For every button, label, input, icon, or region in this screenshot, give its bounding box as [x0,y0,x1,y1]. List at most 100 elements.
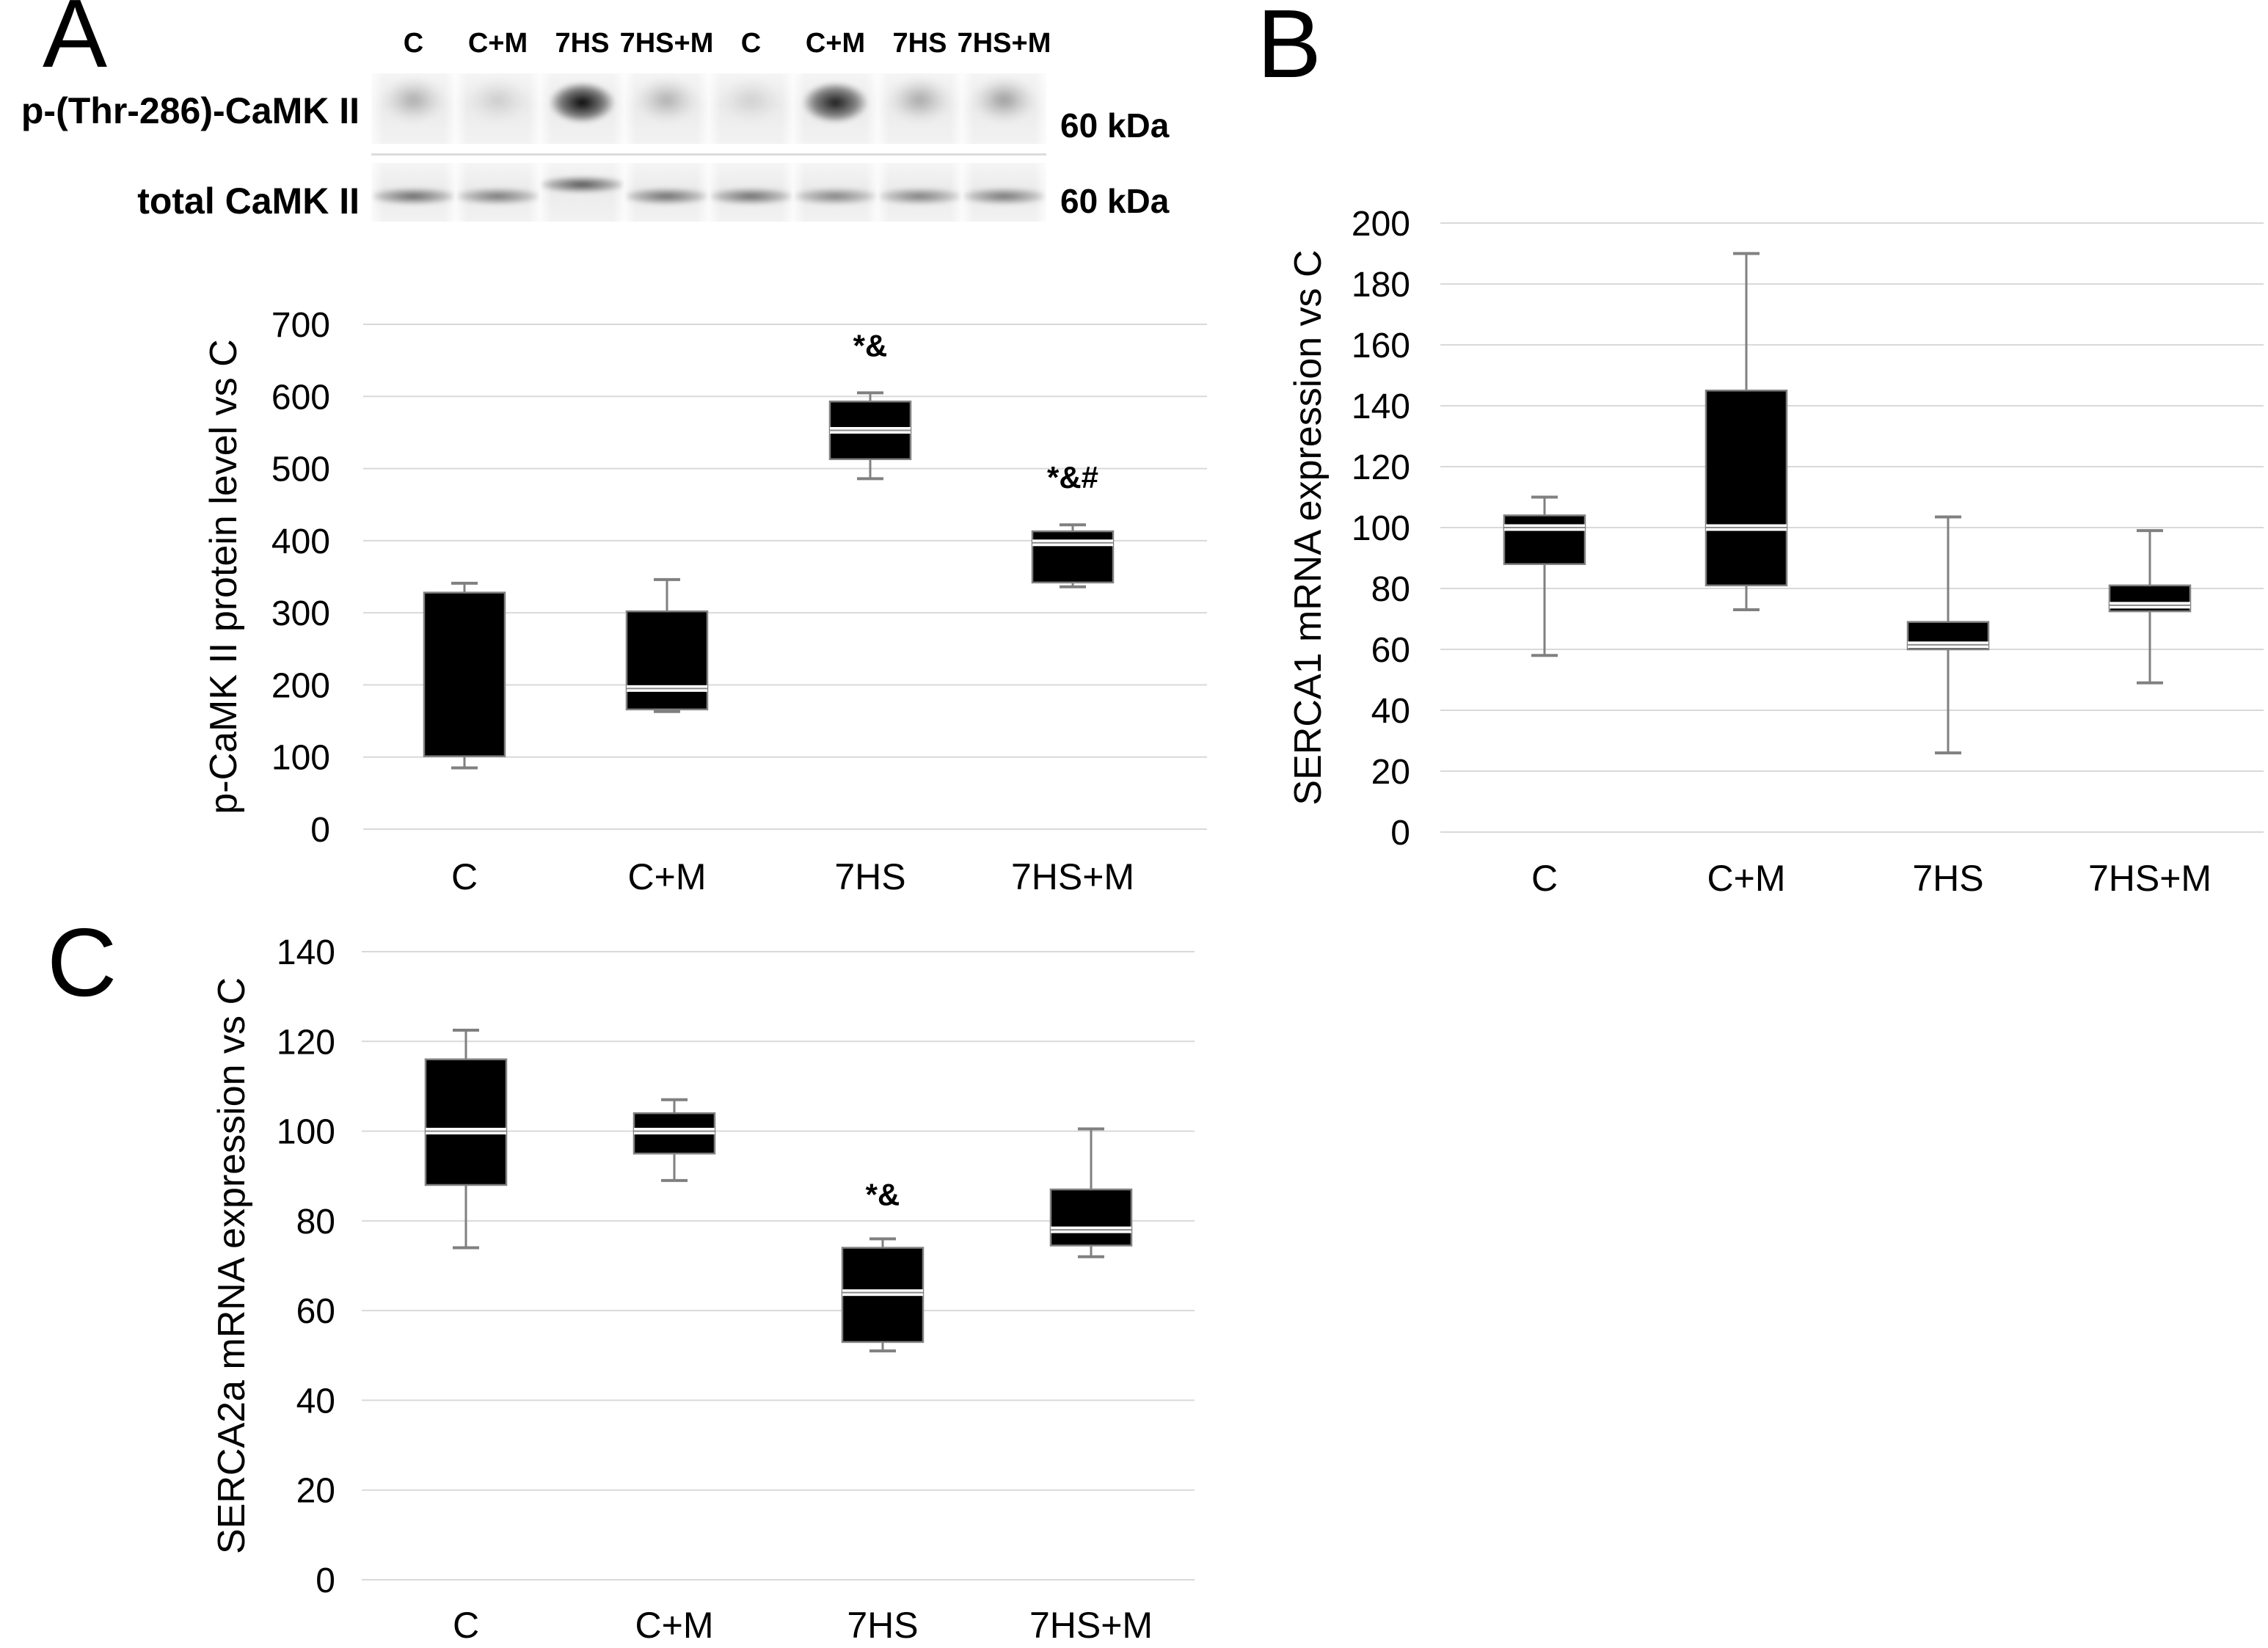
blot-membrane-phospho [371,73,1046,144]
significance-annotation: *& [853,328,888,362]
panel-label-b: B [1257,0,1322,98]
blot-lane-label: 7HS+M [619,28,714,59]
blot-lane [962,163,1046,222]
protein-band [713,76,789,139]
blot-lane-label: C+M [805,28,866,59]
protein-band [629,76,704,139]
blot-lane-label: C [740,28,762,59]
box-7hs+m [1031,530,1115,584]
protein-band [460,76,536,139]
x-category-label: 7HS [834,856,905,897]
y-tick-label: 700 [271,306,330,345]
protein-band [966,76,1042,139]
blot-row-label-phospho: p-(Thr-286)-CaMK II [21,90,360,131]
y-tick-label: 40 [296,1382,335,1421]
y-tick-label: 0 [310,811,330,850]
box-c+m [625,610,709,711]
blot-lane [624,73,709,144]
y-axis-title: p-CaMK II protein level vs C [203,339,245,814]
y-tick-label: 40 [1371,692,1410,731]
x-category-label: C+M [635,1605,714,1646]
y-axis-title: SERCA2a mRNA expression vs C [211,977,253,1554]
y-tick-label: 0 [1390,814,1410,853]
blot-lane [793,73,878,144]
y-tick-label: 60 [1371,631,1410,670]
protein-band [627,186,707,207]
box-c+m [1704,390,1788,587]
blot-lane [371,73,456,144]
y-axis-title: SERCA1 mRNA expression vs C [1287,249,1330,805]
y-tick-label: 120 [1352,448,1410,487]
blot-lane [878,73,962,144]
x-category-label: C [453,1605,479,1646]
protein-band [882,76,958,139]
y-tick-label: 20 [296,1472,335,1511]
x-category-label: 7HS+M [1011,856,1134,897]
x-category-label: C+M [1707,858,1786,899]
y-tick-label: 500 [271,451,330,489]
y-tick-label: 160 [1352,327,1410,365]
protein-band [795,74,876,142]
y-tick-label: 20 [1371,753,1410,792]
blot-lane [540,163,624,222]
protein-band [964,186,1044,207]
blot-lane [456,163,540,222]
box-c [424,1058,508,1186]
blot-membrane-total [371,163,1046,222]
blot-row-label-total: total CaMK II [137,181,360,222]
blot-lane [878,163,962,222]
protein-band [542,175,622,195]
y-tick-label: 140 [1352,387,1410,426]
protein-band [711,186,791,207]
protein-band [542,74,623,142]
x-category-label: 7HS+M [2088,858,2212,899]
blot-lane [793,163,878,222]
y-tick-label: 0 [316,1561,335,1600]
x-category-label: C [451,856,478,897]
y-tick-label: 200 [271,666,330,705]
blot-lane [540,73,624,144]
y-tick-label: 60 [296,1292,335,1331]
y-tick-label: 100 [277,1113,335,1152]
blot-lane-label: 7HS [892,28,947,59]
significance-annotation: *& [866,1177,900,1211]
significance-annotation: *&# [1047,460,1098,495]
x-category-label: 7HS [847,1605,918,1646]
y-tick-label: 80 [1371,570,1410,609]
box-7hs+m [1049,1188,1133,1247]
x-category-label: 7HS+M [1029,1605,1153,1646]
molecular-weight-label-1: 60 kDa [1060,106,1170,145]
y-tick-label: 120 [277,1023,335,1062]
panel-label-a: A [43,0,108,87]
x-category-label: C+M [628,856,707,897]
protein-band [376,76,451,139]
x-category-label: 7HS [1912,858,1983,899]
blot-lane-label: C+M [467,28,528,59]
molecular-weight-label-2: 60 kDa [1060,182,1170,220]
protein-band [458,186,538,207]
blot-lane-label: 7HS [555,28,610,59]
y-tick-label: 100 [1352,509,1410,548]
y-tick-label: 600 [271,378,330,417]
blot-lane [709,163,793,222]
blot-lane-label: 7HS+M [957,28,1051,59]
y-tick-label: 180 [1352,266,1410,305]
blot-separator [371,153,1046,156]
blot-lane [456,73,540,144]
protein-band [795,186,875,207]
blot-lane [371,163,456,222]
x-category-label: C [1531,858,1558,899]
y-tick-label: 300 [271,594,330,633]
y-tick-label: 80 [296,1203,335,1242]
panel-label-c: C [47,908,117,1016]
y-tick-label: 100 [271,739,330,778]
blot-lane [709,73,793,144]
box-c [1503,514,1586,566]
box-c [423,591,506,757]
protein-band [373,186,453,207]
blot-lane-label: C [403,28,424,59]
y-tick-label: 200 [1352,205,1410,244]
y-tick-label: 140 [277,933,335,972]
